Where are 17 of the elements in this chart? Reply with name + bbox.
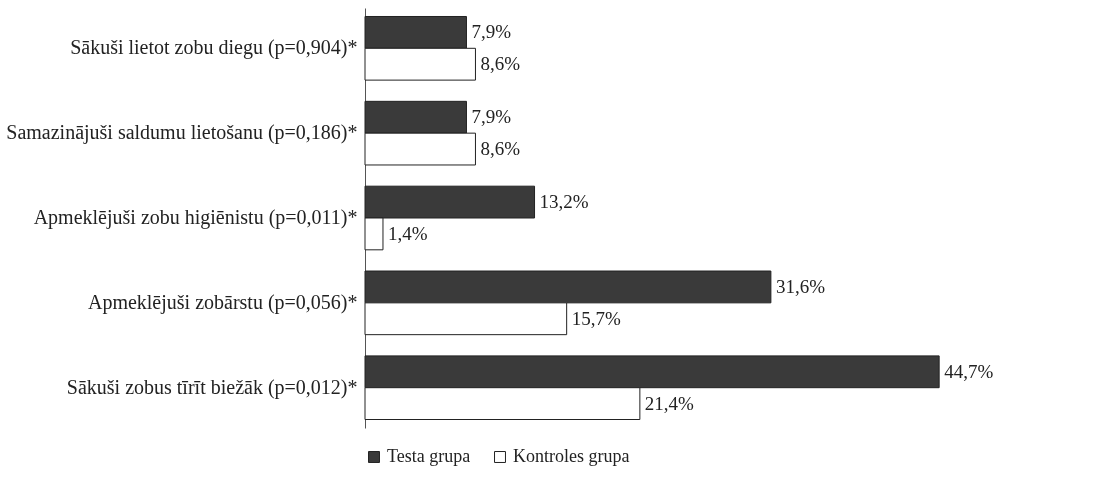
legend-label: Kontroles grupa (513, 446, 630, 466)
y-tick-label: Samazinājuši saldumu lietošanu (p=0,186)* (6, 121, 358, 145)
data-label: 7,9% (471, 21, 512, 43)
legend-label: Testa grupa (387, 446, 471, 466)
data-label: 8,6% (480, 53, 521, 75)
data-label: 31,6% (775, 275, 826, 297)
y-tick-label: Sākuši lietot zobu diegu (p=0,904)* (70, 36, 358, 60)
y-tick-label: Apmeklējuši zobārstu (p=0,056)* (87, 290, 358, 314)
y-tick-label: Apmeklējuši zobu higiēnistu (p=0,011)* (33, 206, 358, 229)
data-label: 8,6% (480, 138, 521, 160)
y-tick-label: Sākuši zobus tīrīt biežāk (p=0,012)* (66, 375, 358, 399)
data-label: 7,9% (471, 106, 512, 128)
data-label: 13,2% (539, 191, 589, 213)
data-label: 44,7% (944, 360, 994, 382)
data-label: 21,4% (644, 392, 695, 414)
data-label: 1,4% (387, 222, 428, 244)
data-label: 15,7% (571, 307, 621, 329)
